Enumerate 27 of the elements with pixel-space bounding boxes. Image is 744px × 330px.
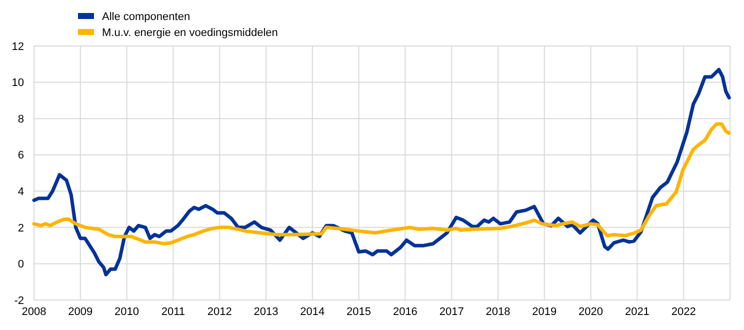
line-series (32, 122, 731, 246)
x-tick-label: 2020 (578, 306, 604, 318)
y-tick-label: 2 (18, 222, 24, 234)
x-tick-label: 2012 (207, 306, 232, 318)
x-tick-label: 2013 (254, 306, 278, 318)
x-tick-label: 2022 (671, 306, 696, 318)
y-tick-label: 8 (18, 113, 24, 126)
x-tick-label: 2011 (161, 306, 186, 318)
y-tick-label: 10 (12, 77, 24, 90)
legend-label: M.u.v. energie en voedingsmiddelen (102, 26, 278, 39)
y-tick-label: 6 (18, 150, 24, 162)
line-series (32, 68, 731, 276)
y-tick-label: -2 (14, 294, 24, 307)
x-tick-label: 2009 (68, 306, 93, 318)
legend-label: Alle componenten (102, 10, 190, 23)
y-tick-label: 12 (12, 40, 24, 53)
y-tick-label: 4 (18, 186, 24, 198)
x-tick-label: 2017 (439, 306, 464, 318)
x-tick-label: 2014 (300, 306, 325, 318)
x-tick-label: 2021 (624, 306, 650, 318)
x-tick-label: 2010 (114, 306, 140, 318)
x-tick-label: 2008 (22, 306, 46, 318)
x-tick-label: 2018 (486, 306, 510, 318)
y-tick-label: 0 (18, 258, 24, 271)
x-tick-label: 2015 (346, 306, 372, 318)
x-tick-label: 2016 (392, 306, 418, 318)
x-tick-label: 2019 (532, 306, 557, 318)
